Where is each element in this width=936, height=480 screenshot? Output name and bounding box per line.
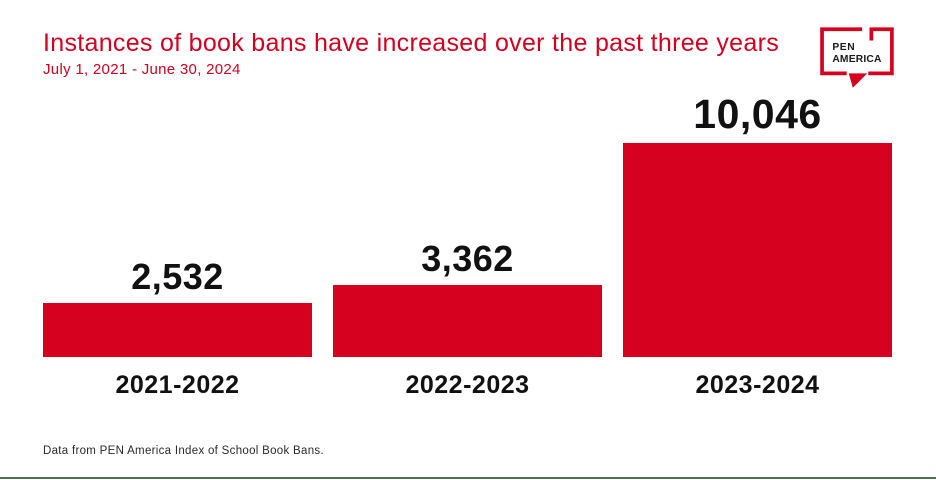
logo-text-line2: AMERICA — [832, 54, 882, 65]
bar-category-label: 2021-2022 — [115, 371, 240, 399]
chart-subtitle: July 1, 2021 - June 30, 2024 — [43, 61, 241, 78]
pen-america-logo: PEN AMERICA — [820, 27, 894, 88]
bar-group: 3,362 2022-2023 — [333, 0, 602, 480]
bar — [333, 285, 602, 357]
speech-bubble-icon — [820, 27, 894, 76]
bar-category-label: 2023-2024 — [695, 371, 820, 399]
source-note: Data from PEN America Index of School Bo… — [43, 445, 324, 457]
bar — [43, 303, 312, 357]
bar-value-label: 10,046 — [693, 91, 822, 137]
logo-text-line1: PEN — [832, 42, 855, 53]
bottom-divider — [0, 477, 936, 479]
bar-group: 10,046 2023-2024 — [623, 0, 892, 480]
bar-value-label: 2,532 — [131, 256, 224, 297]
bar-value-label: 3,362 — [421, 238, 514, 279]
speech-bubble-tail — [848, 73, 868, 88]
bar-group: 2,532 2021-2022 — [43, 0, 312, 480]
bar — [623, 143, 892, 357]
chart-title: Instances of book bans have increased ov… — [43, 29, 780, 57]
bar-category-label: 2022-2023 — [405, 371, 530, 399]
